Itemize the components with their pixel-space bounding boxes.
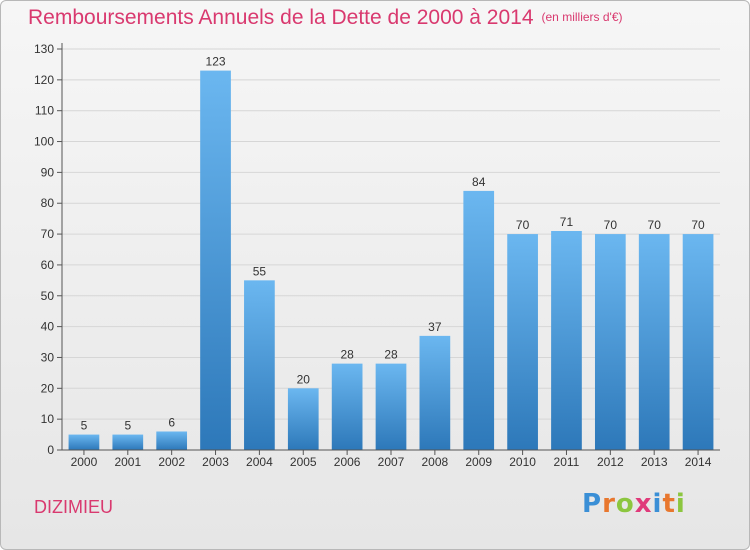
x-tick-label: 2013 bbox=[641, 455, 668, 469]
y-tick-label: 110 bbox=[35, 104, 54, 118]
logo-letter: i bbox=[675, 489, 686, 519]
y-tick-label: 0 bbox=[47, 443, 54, 457]
y-tick-label: 10 bbox=[41, 412, 55, 426]
data-label: 84 bbox=[472, 175, 486, 189]
y-tick-label: 90 bbox=[41, 165, 55, 179]
bar bbox=[375, 363, 407, 450]
bar bbox=[682, 234, 714, 450]
chart-unit: (en milliers d'€) bbox=[541, 10, 623, 24]
y-tick-label: 40 bbox=[41, 320, 55, 334]
data-label: 71 bbox=[560, 215, 574, 229]
bar bbox=[68, 434, 100, 450]
logo-letter: i bbox=[652, 489, 663, 519]
x-tick-label: 2000 bbox=[71, 455, 98, 469]
y-tick-label: 100 bbox=[34, 135, 54, 149]
x-tick-label: 2012 bbox=[597, 455, 624, 469]
bar bbox=[419, 335, 451, 450]
x-tick-label: 2005 bbox=[290, 455, 317, 469]
data-label: 70 bbox=[648, 218, 662, 232]
data-label: 55 bbox=[253, 264, 267, 278]
y-tick-label: 60 bbox=[41, 258, 55, 272]
y-tick-label: 70 bbox=[41, 227, 55, 241]
bar bbox=[594, 234, 626, 450]
data-label: 6 bbox=[168, 415, 175, 429]
logo-letter: o bbox=[615, 489, 635, 519]
bar bbox=[200, 70, 231, 450]
data-label: 28 bbox=[384, 348, 398, 362]
logo-letter: t bbox=[662, 489, 676, 519]
bar bbox=[331, 363, 363, 450]
y-tick-label: 80 bbox=[41, 196, 55, 210]
x-tick-label: 2014 bbox=[685, 455, 712, 469]
bar bbox=[463, 190, 495, 450]
data-label: 28 bbox=[340, 348, 354, 362]
bar bbox=[638, 234, 670, 450]
y-tick-label: 20 bbox=[41, 381, 55, 395]
bar bbox=[112, 434, 144, 450]
chart-title: Remboursements Annuels de la Dette de 20… bbox=[28, 6, 623, 30]
y-tick-label: 130 bbox=[34, 42, 54, 56]
proxiti-logo: Proxiti bbox=[582, 489, 686, 519]
bar bbox=[507, 234, 538, 450]
chart-title-text: Remboursements Annuels de la Dette de 20… bbox=[28, 6, 534, 29]
y-tick-label: 30 bbox=[41, 350, 55, 364]
x-tick-label: 2010 bbox=[509, 455, 536, 469]
data-label: 20 bbox=[297, 372, 311, 386]
bars bbox=[68, 70, 714, 450]
axes: 0 10 20 30 40 50 60 70 80 90 100 110 120 130 2000 2001 2… bbox=[34, 42, 720, 469]
y-tick-label: 120 bbox=[34, 73, 54, 87]
x-tick-label: 2007 bbox=[378, 455, 405, 469]
data-label: 37 bbox=[428, 320, 442, 334]
logo-letter: x bbox=[634, 489, 653, 519]
x-tick-label: 2008 bbox=[422, 455, 449, 469]
x-tick-label: 2011 bbox=[554, 455, 580, 469]
data-label: 5 bbox=[81, 419, 88, 433]
data-label: 123 bbox=[206, 55, 226, 69]
data-label: 70 bbox=[516, 218, 530, 232]
data-label: 5 bbox=[124, 419, 131, 433]
x-tick-label: 2004 bbox=[246, 455, 273, 469]
bar bbox=[244, 280, 275, 450]
bar bbox=[551, 230, 582, 450]
bar bbox=[287, 388, 319, 450]
x-tick-label: 2002 bbox=[158, 455, 185, 469]
x-tick-label: 2001 bbox=[114, 455, 141, 469]
data-label: 70 bbox=[691, 218, 705, 232]
x-tick-label: 2006 bbox=[334, 455, 361, 469]
logo-letter: r bbox=[602, 489, 616, 519]
y-tick-label: 50 bbox=[41, 289, 55, 303]
x-tick-label: 2009 bbox=[465, 455, 492, 469]
logo-letter: P bbox=[582, 489, 603, 519]
place-name: DIZIMIEU bbox=[34, 497, 113, 517]
data-label: 70 bbox=[604, 218, 618, 232]
bar bbox=[156, 431, 188, 450]
x-tick-label: 2003 bbox=[202, 455, 229, 469]
